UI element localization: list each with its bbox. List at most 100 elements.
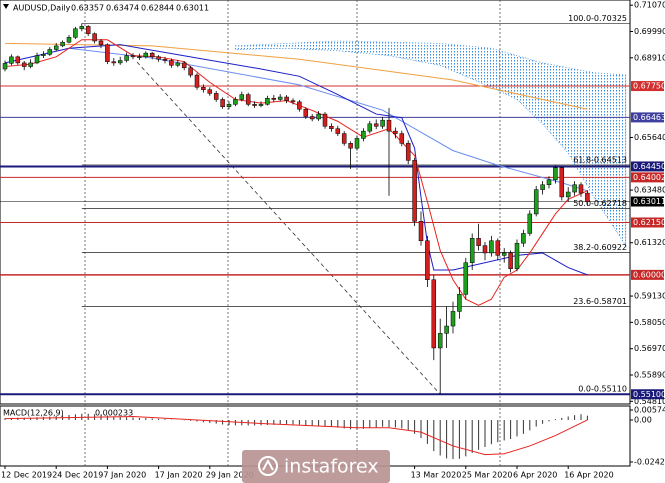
fib-label: 23.6-0.58701 [573,297,627,306]
candle-body [546,179,552,185]
candle-body [559,167,565,198]
candle-body [73,28,78,38]
candle-body [540,184,545,190]
candle-body [201,87,206,90]
fib-label: 61.8-0.64513 [573,155,627,164]
symbol-arrow [3,4,9,9]
x-tick-label: 6 Apr 2020 [513,471,557,480]
candle-body [527,213,533,234]
ohlc-open: 0.63357 [71,4,104,13]
candle-body [514,242,520,270]
candle-body [431,279,437,349]
macd-tick-label: 0.005746 [634,406,665,415]
macd-tick-label: -0.024242 [634,457,665,466]
ohlc-high: 0.63474 [106,4,139,13]
candle-body [482,245,488,254]
candle-body [316,113,321,120]
candle-body [463,262,469,295]
candle-body [143,52,149,58]
candle-body [277,96,283,100]
plot-layer: 100.0-0.70325 61.8-0.64513 50.0-0.62718 38.… [0,14,630,459]
candle-body [124,55,129,61]
level-label: 0.60000 [633,270,665,279]
candle-body [245,94,251,105]
candle-body [265,97,270,105]
candle-body [565,191,571,198]
candle-body [297,101,302,110]
candle-body [47,49,53,55]
indicator-line [4,42,588,110]
x-tick-label: 16 Apr 2020 [564,471,613,480]
level-box [631,269,664,280]
candle-body [15,56,21,64]
candle-body [373,123,379,127]
candle-body [290,100,296,103]
level-box [631,217,664,228]
candle-body [553,167,558,181]
candle-body [105,44,110,62]
candle-body [226,104,232,108]
y-tick-label: 0.56970 [634,344,665,353]
candle-body [188,67,193,76]
macd-tick-label: 0.00 [634,415,652,424]
candle-body [169,60,174,66]
candle-body [175,62,181,66]
x-tick-label: 25 Mar 2020 [462,471,513,480]
candle-body [469,238,475,263]
candle-body [60,41,65,47]
candle-body [361,130,366,139]
candle-body [258,104,264,106]
candle-body [239,94,245,100]
candle-body [213,93,219,100]
candle-body [309,116,315,120]
candle-body [220,99,225,108]
macd-readout: 0.000233 [95,409,133,418]
candle-body [252,104,257,106]
candle-body [111,61,117,64]
candle-body [271,97,277,100]
candle-body [386,119,392,132]
level-label: 0.67750 [633,82,665,91]
candle-body [92,33,97,42]
level-label: 0.66463 [633,113,665,122]
candle-body [9,56,14,64]
candle-body [181,62,187,69]
candle-body [521,233,526,244]
y-tick-label: 0.55890 [634,371,665,380]
macd-signal [4,416,588,456]
candle-body [130,55,136,58]
candle-body [572,184,577,193]
candle-body [284,96,289,101]
watermark-icon [258,456,278,476]
candle-body [21,62,27,67]
candle-body [341,133,347,144]
macd-title: MACD(12,26,9) [3,409,64,418]
candle-body [418,221,424,242]
candle-body [380,119,385,127]
x-tick-label: 13 Mar 2020 [411,471,462,480]
candle-body [194,74,200,88]
fib-label: 100.0-0.70325 [568,14,627,23]
x-tick-label: 7 Jan 2020 [103,471,146,480]
candle-body [2,63,8,70]
y-tick-label: 0.61320 [634,238,665,247]
candle-body [98,40,104,45]
candle-body [162,59,168,61]
chart-title: AUDUSD,Daily [13,4,71,13]
candle-body [393,130,398,134]
candle-body [207,89,213,94]
candle-body [425,240,430,280]
candle-body [450,311,456,327]
candle-body [495,240,501,256]
fib-label: 38.2-0.60922 [573,243,627,252]
level-box [631,161,664,172]
x-tick-label: 24 Dec 2019 [52,471,103,480]
y-tick-label: 0.58050 [634,318,665,327]
level-box [631,112,664,123]
x-tick-label: 29 Jan 2020 [206,471,254,480]
ichimoku-cloud [234,40,627,247]
y-tick-label: 0.69990 [634,27,665,36]
candle-body [335,128,341,134]
fib-label: 50.0-0.62718 [573,199,627,208]
